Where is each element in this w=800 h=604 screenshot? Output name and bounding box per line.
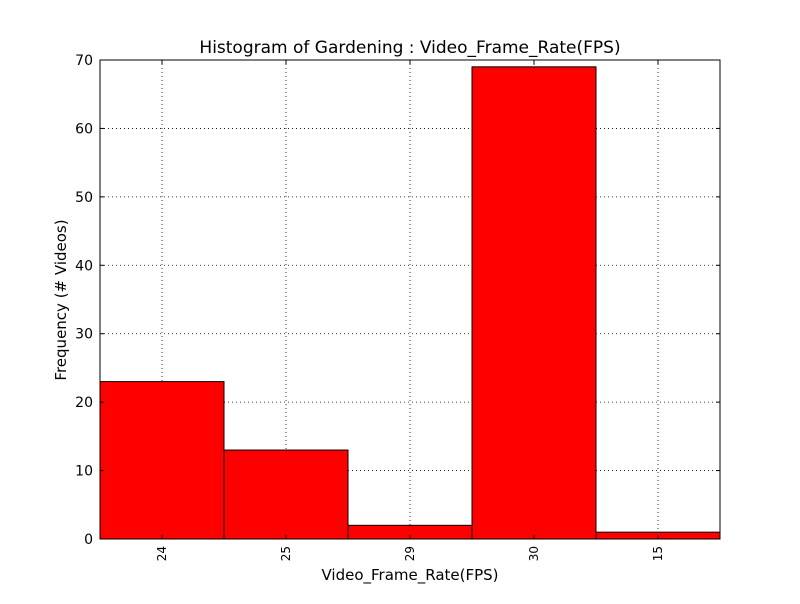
y-tick-label: 40 <box>75 258 93 274</box>
x-axis-label: Video_Frame_Rate(FPS) <box>321 566 498 585</box>
bar-24 <box>99 381 225 540</box>
x-tick-label: 15 <box>651 546 665 561</box>
bar-25 <box>223 449 349 540</box>
x-tick-label: 29 <box>403 546 417 561</box>
chart-title: Histogram of Gardening : Video_Frame_Rat… <box>199 38 620 58</box>
x-tick-label: 25 <box>279 546 293 561</box>
bar-layer <box>99 66 721 540</box>
y-tick-label: 20 <box>75 395 93 411</box>
tick-layer: 0 10 20 30 40 50 60 70 24 25 29 30 15 <box>75 53 720 561</box>
x-tick-label: 30 <box>527 546 541 561</box>
y-tick-label: 70 <box>75 53 93 69</box>
y-tick-label: 50 <box>75 190 93 206</box>
y-tick-label: 30 <box>75 327 93 343</box>
bar-30 <box>471 66 597 540</box>
y-tick-label: 10 <box>75 464 93 480</box>
y-tick-label: 60 <box>75 121 93 137</box>
y-axis-label: Frequency (# Videos) <box>52 219 70 380</box>
y-tick-label: 0 <box>84 532 93 548</box>
x-tick-label: 24 <box>155 546 169 561</box>
